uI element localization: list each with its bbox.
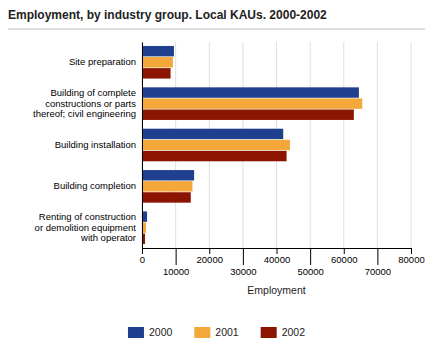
legend-item: 2002 (261, 326, 306, 338)
tick: 40000 (264, 248, 290, 265)
chart: Employment, by industry group. Local KAU… (0, 0, 433, 354)
tick: Renting of constructionor demolition equ… (35, 211, 142, 243)
grid-line (310, 42, 311, 248)
tick-label: Site preparation (69, 56, 136, 67)
tick-label-line: or demolition equipment (35, 222, 137, 233)
tick-label-line: with operator (80, 232, 136, 243)
tick: Site preparation (69, 56, 142, 67)
series (142, 46, 359, 222)
tick-mark (176, 248, 177, 265)
tick-label: Building completion (54, 180, 136, 191)
tick-label-line: thereof; civil engineering (33, 108, 136, 119)
tick-label: Building installation (55, 139, 136, 150)
tick-mark (243, 248, 244, 265)
tick: 0 (140, 248, 145, 265)
y-axis: Site preparation Building of completecons… (33, 43, 142, 249)
legend-label: 2002 (282, 326, 306, 338)
x-axis: 0 10000 20000 30000 40000 50000 60000 70000 8000… (140, 248, 425, 277)
tick-label-line: Building of complete (50, 87, 136, 98)
bar (142, 181, 192, 191)
grid-line (142, 42, 143, 248)
bar (142, 129, 283, 139)
tick-label: 0 (140, 254, 145, 265)
title: Employment, by industry group. Local KAU… (8, 8, 327, 22)
grid-line (377, 42, 378, 248)
bar (142, 170, 194, 180)
tick: Building completion (54, 180, 142, 191)
axis-line (142, 43, 143, 249)
legend-item: 2001 (194, 326, 239, 338)
tick-mark (310, 248, 311, 265)
grid (142, 42, 411, 248)
tick-label-line: constructions or parts (45, 98, 136, 109)
bars (142, 46, 362, 244)
tick-label: Building of completeconstructions or par… (33, 87, 136, 119)
bar (142, 46, 174, 56)
tick: 70000 (365, 248, 391, 277)
legend-label: 2000 (149, 326, 173, 338)
bar (142, 87, 359, 97)
tick-label-line: Renting of construction (39, 211, 136, 222)
legend: 2000 2001 2002 (128, 326, 305, 338)
legend-item: 2000 (128, 326, 173, 338)
tick-label-line: Building completion (54, 180, 136, 191)
tick-label: 40000 (264, 254, 290, 265)
bar (142, 98, 362, 108)
tick: 10000 (163, 248, 189, 277)
bar (142, 57, 173, 67)
series (142, 57, 362, 233)
tick-label: 60000 (331, 254, 357, 265)
tick-label-line: Building installation (55, 139, 136, 150)
tick-label: 70000 (365, 266, 391, 277)
tick: 50000 (297, 248, 323, 277)
title-rule (8, 29, 425, 30)
tick: Building installation (55, 139, 142, 150)
tick: Building of completeconstructions or par… (33, 87, 142, 119)
tick-label: Renting of constructionor demolition equ… (35, 211, 137, 243)
legend-label: 2001 (215, 326, 239, 338)
legend-swatch (261, 327, 277, 338)
bar (142, 68, 171, 78)
bar (142, 110, 354, 120)
plot: 0 10000 20000 30000 40000 50000 60000 70000 8000… (33, 42, 425, 296)
grid-line (343, 42, 344, 248)
tick-label: 10000 (163, 266, 189, 277)
grid-line (411, 42, 412, 248)
legend-swatch (128, 327, 144, 338)
tick: 20000 (197, 248, 223, 265)
bar (142, 151, 287, 161)
tick-label-line: Site preparation (69, 56, 136, 67)
tick-label: 30000 (230, 266, 256, 277)
tick-mark (377, 248, 378, 265)
bar (142, 192, 191, 202)
tick: 60000 (331, 248, 357, 265)
x-axis-title: Employment (247, 284, 305, 296)
tick: 30000 (230, 248, 256, 277)
tick-label: 50000 (297, 266, 323, 277)
series (142, 68, 354, 244)
tick-label: 20000 (197, 254, 223, 265)
legend-swatch (194, 327, 210, 338)
tick-label: 80000 (398, 254, 424, 265)
tick: 80000 (398, 248, 424, 265)
bar (142, 140, 290, 150)
